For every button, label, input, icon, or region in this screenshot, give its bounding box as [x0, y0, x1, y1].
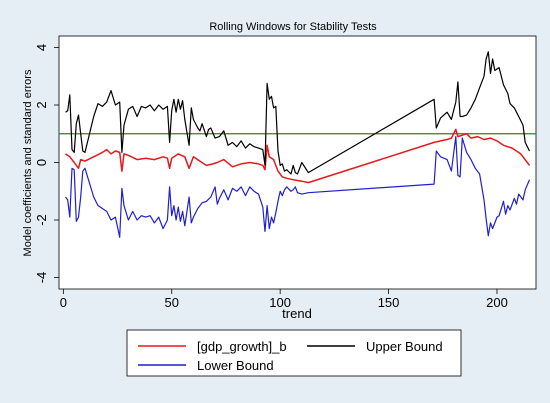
legend-label-lower-bound: Lower Bound	[197, 358, 274, 373]
legend: [gdp_growth]_b Upper Bound Lower Bound	[126, 329, 462, 377]
x-tick-label: 200	[486, 295, 508, 310]
y-tick-label: -2	[34, 214, 49, 226]
x-tick-label: 0	[60, 295, 67, 310]
x-tick-label: 150	[378, 295, 400, 310]
series-line-upper-bound	[65, 51, 531, 175]
y-tick-label: 4	[34, 44, 49, 51]
y-tick-label: 2	[34, 101, 49, 108]
series-line-lower-bound	[65, 136, 531, 238]
plot-area	[58, 35, 537, 290]
legend-label-upper-bound: Upper Bound	[366, 339, 443, 354]
x-tick-label: 50	[165, 295, 179, 310]
y-tick-label: 0	[34, 159, 49, 166]
y-axis-label: Model coefficients and standard errors	[22, 69, 34, 256]
y-tick-label: -4	[34, 272, 49, 284]
legend-label-gdp-growth: [gdp_growth]_b	[197, 339, 287, 354]
x-tick-label: 100	[269, 295, 291, 310]
legend-box	[126, 329, 462, 377]
x-axis-label: trend	[282, 306, 312, 321]
series-line-gdp-growth	[65, 128, 531, 184]
chart-title: Rolling Windows for Stability Tests	[209, 21, 377, 33]
